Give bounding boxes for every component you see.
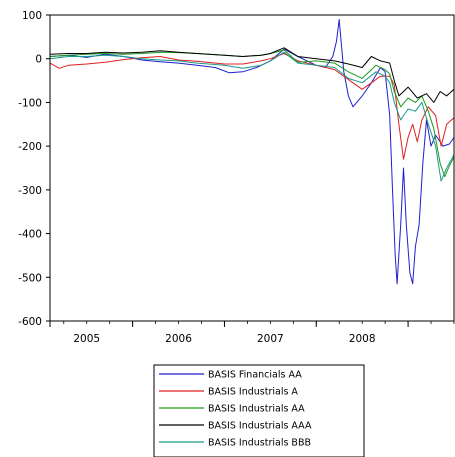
legend-label: BASIS Industrials AA (208, 404, 305, 415)
x-tick-labels: 2005 2006 2007 2008 (73, 333, 375, 345)
legend-label: BASIS Financials AA (208, 370, 302, 381)
y-tick-label: -500 (18, 272, 42, 284)
series-line-5 (49, 51, 455, 182)
y-tick-label: -200 (18, 141, 42, 153)
legend-label: BASIS Industrials A (208, 387, 298, 398)
x-tick-label: 2006 (165, 333, 192, 345)
y-tick-label: -400 (18, 229, 42, 241)
y-tick-label: 100 (22, 10, 42, 22)
series-group (49, 18, 455, 285)
y-tick-label: -100 (18, 97, 42, 109)
legend-label: BASIS Industrials AAA (208, 421, 312, 432)
x-tick-label: 2008 (349, 333, 376, 345)
x-tick-label: 2007 (257, 333, 284, 345)
y-tick-labels: 100 0 -100 -200 -300 -400 -500 -600 (18, 10, 42, 328)
y-tick-label: -300 (18, 185, 42, 197)
x-tick-label: 2005 (73, 333, 100, 345)
y-tick-label: 0 (35, 54, 42, 66)
plot-frame (49, 14, 455, 322)
series-line-4 (49, 47, 455, 103)
legend: BASIS Financials AA BASIS Industrials A BA… (153, 364, 365, 457)
axis-ticks (46, 14, 455, 327)
legend-label: BASIS Industrials BBB (208, 438, 311, 449)
series-line-3 (49, 49, 455, 178)
y-tick-label: -600 (18, 316, 42, 328)
series-line-1 (49, 18, 455, 285)
